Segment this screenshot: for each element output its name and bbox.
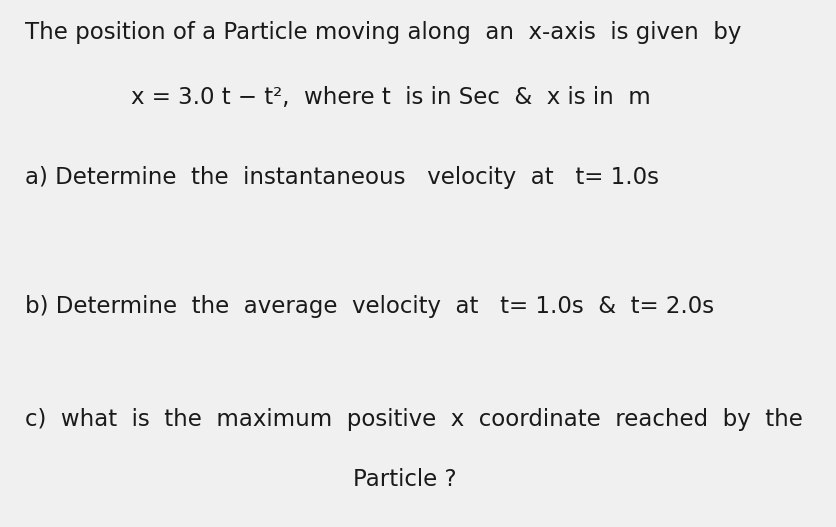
Text: Particle ?: Particle ? xyxy=(353,468,456,491)
Text: c)  what  is  the  maximum  positive  x  coordinate  reached  by  the: c) what is the maximum positive x coordi… xyxy=(25,408,802,431)
Text: The position of a Particle moving along  an  x-axis  is given  by: The position of a Particle moving along … xyxy=(25,21,740,44)
Text: x = 3.0 t − t²,  where t  is in Sec  &  x is in  m: x = 3.0 t − t², where t is in Sec & x is… xyxy=(131,85,650,109)
Text: a) Determine  the  instantaneous   velocity  at   t= 1.0s: a) Determine the instantaneous velocity … xyxy=(25,165,658,189)
Text: b) Determine  the  average  velocity  at   t= 1.0s  &  t= 2.0s: b) Determine the average velocity at t= … xyxy=(25,295,713,318)
